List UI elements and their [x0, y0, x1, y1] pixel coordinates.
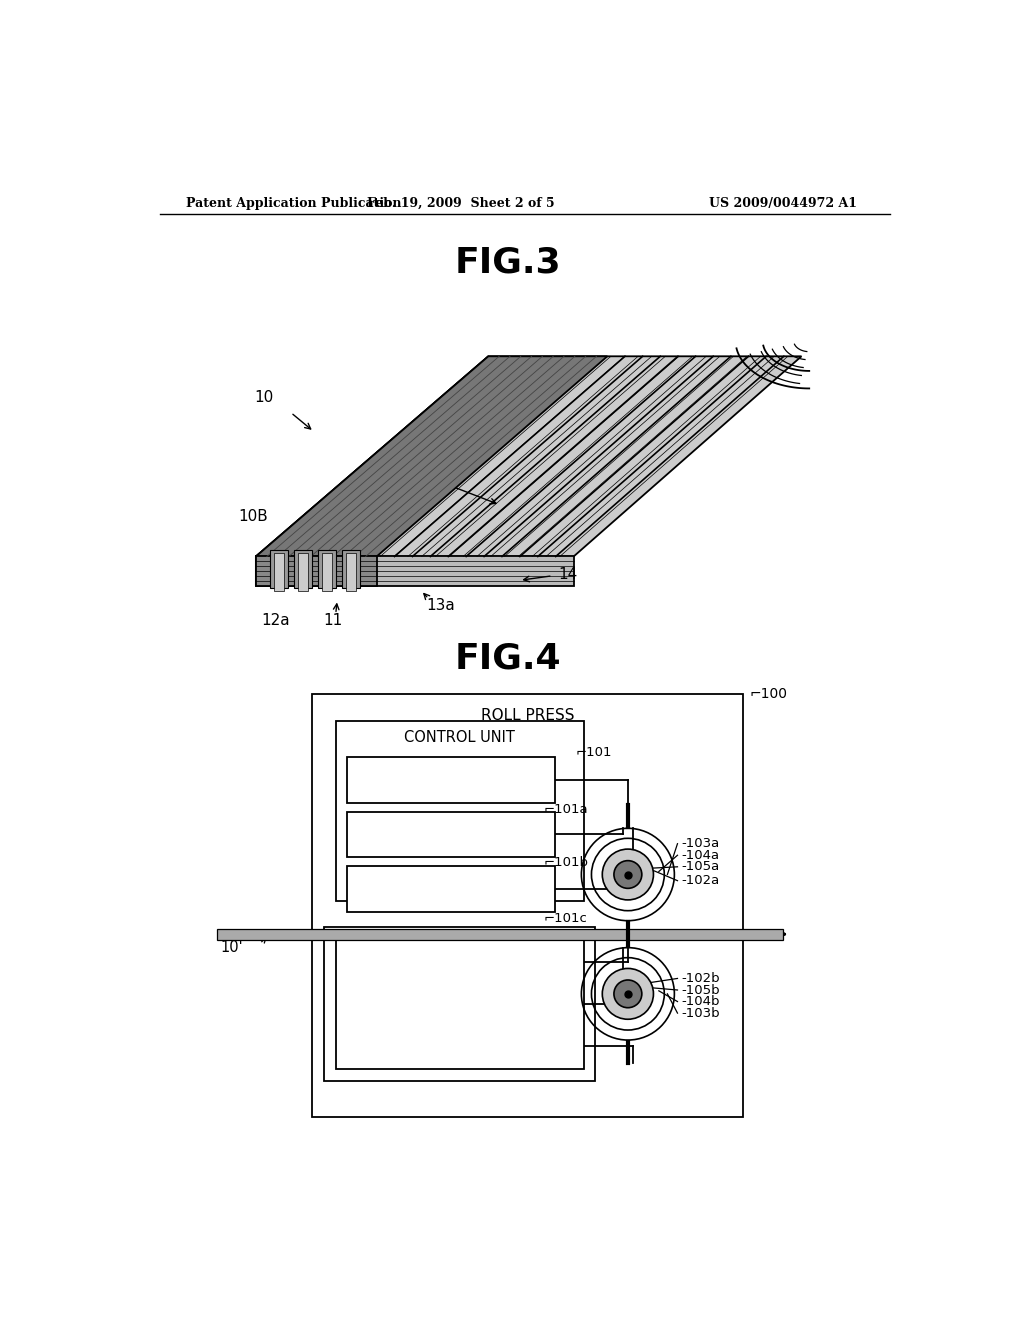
- Text: ⌐100: ⌐100: [750, 686, 787, 701]
- Text: 10': 10': [220, 940, 243, 956]
- Text: Patent Application Publication: Patent Application Publication: [186, 197, 401, 210]
- Text: -104a: -104a: [681, 849, 720, 862]
- Text: ROLL PRESS: ROLL PRESS: [480, 708, 574, 722]
- Text: -103a: -103a: [681, 837, 720, 850]
- Bar: [336, 721, 584, 902]
- Text: 12a: 12a: [261, 612, 290, 628]
- Polygon shape: [256, 356, 802, 557]
- Text: 10B: 10B: [239, 510, 268, 524]
- Text: 10: 10: [254, 389, 273, 405]
- Polygon shape: [346, 553, 355, 591]
- Text: -105a: -105a: [681, 861, 720, 874]
- Polygon shape: [274, 553, 284, 591]
- Polygon shape: [294, 550, 312, 589]
- Polygon shape: [256, 356, 488, 586]
- Text: -105b: -105b: [681, 983, 720, 997]
- Text: -102a: -102a: [681, 874, 720, 887]
- Text: Feb. 19, 2009  Sheet 2 of 5: Feb. 19, 2009 Sheet 2 of 5: [368, 197, 555, 210]
- Polygon shape: [298, 553, 308, 591]
- Bar: [347, 812, 555, 857]
- Text: 14: 14: [558, 566, 578, 582]
- Circle shape: [614, 979, 642, 1007]
- Bar: [336, 939, 584, 1069]
- Polygon shape: [322, 553, 332, 591]
- Circle shape: [602, 849, 653, 900]
- Text: 11: 11: [324, 612, 343, 628]
- Polygon shape: [256, 557, 377, 586]
- Text: -102b: -102b: [681, 972, 720, 985]
- Polygon shape: [270, 550, 288, 589]
- Bar: [347, 866, 555, 912]
- Text: ROTATING DRIVE
CONTROL UNIT: ROTATING DRIVE CONTROL UNIT: [398, 874, 504, 904]
- Text: HEATING
CONTROL UNIT: HEATING CONTROL UNIT: [403, 820, 499, 850]
- Polygon shape: [256, 557, 573, 586]
- Text: FIG.4: FIG.4: [455, 642, 561, 676]
- Text: ⌐101: ⌐101: [575, 746, 612, 759]
- Polygon shape: [317, 550, 336, 589]
- Text: ⌐101c: ⌐101c: [544, 912, 588, 925]
- Bar: [217, 929, 783, 940]
- Polygon shape: [256, 356, 607, 557]
- Bar: [312, 693, 742, 1117]
- Text: -103b: -103b: [681, 1007, 720, 1019]
- Text: CONTROL UNIT: CONTROL UNIT: [404, 730, 515, 744]
- Text: US 2009/0044972 A1: US 2009/0044972 A1: [710, 197, 857, 210]
- Circle shape: [602, 969, 653, 1019]
- Bar: [324, 927, 595, 1081]
- Text: PRESSING
CONTROL UNIT: PRESSING CONTROL UNIT: [403, 764, 499, 795]
- Polygon shape: [342, 550, 359, 589]
- Text: ⌐101a: ⌐101a: [544, 803, 588, 816]
- Text: 13a: 13a: [426, 598, 455, 612]
- Text: ⌐101b: ⌐101b: [544, 857, 589, 870]
- Bar: [347, 756, 555, 803]
- Text: -104b: -104b: [681, 995, 720, 1008]
- Text: 10A: 10A: [383, 455, 413, 470]
- Text: FIG.3: FIG.3: [455, 246, 561, 280]
- Circle shape: [614, 861, 642, 888]
